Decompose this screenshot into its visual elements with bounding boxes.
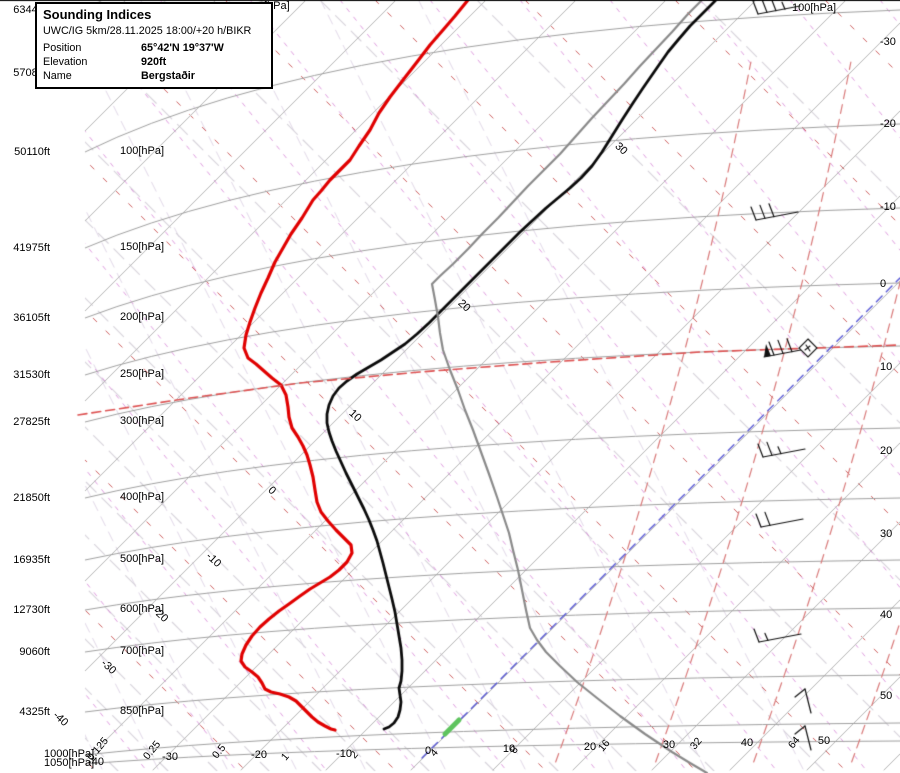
altitude-label: 4325ft — [19, 706, 50, 718]
pressure-label: 700[hPa] — [120, 645, 165, 657]
sounding-indices-box: Sounding Indices UWC/IG 5km/28.11.2025 1… — [35, 2, 273, 89]
pressure-label: 300[hPa] — [120, 415, 165, 427]
pressure-label: 150[hPa] — [120, 241, 165, 253]
right-temp-label: 10 — [880, 361, 893, 373]
right-temp-label: 40 — [880, 609, 893, 621]
pressure-label: 200[hPa] — [120, 311, 165, 323]
pressure-label: 250[hPa] — [120, 368, 165, 380]
info-box-title: Sounding Indices — [43, 7, 152, 22]
pressure-label: 1000[hPa] — [44, 748, 95, 760]
info-row-position: Position 65°42'N 19°37'W — [43, 41, 224, 55]
temp-tick-label: 40 — [740, 737, 754, 749]
altitude-label: 36105ft — [13, 312, 50, 324]
temp-tick-label: -10 — [336, 748, 352, 760]
pressure-label-top-right: 100[hPa] — [792, 2, 837, 14]
temp-tick-label: 30 — [662, 739, 676, 751]
right-temp-label: -30 — [880, 36, 896, 48]
info-label: Position — [43, 42, 82, 54]
temp-tick-label: 20 — [583, 741, 597, 753]
pressure-label: 600[hPa] — [120, 603, 165, 615]
right-temp-label: -20 — [880, 118, 896, 130]
altitude-label: 50110ft — [14, 146, 50, 158]
altitude-label: 41975ft — [13, 242, 50, 254]
info-value: Bergstaðir — [141, 70, 196, 82]
info-row-name: Name Bergstaðir — [43, 69, 224, 83]
temp-tick-label: -20 — [251, 749, 267, 761]
temp-tick-label: 50 — [817, 735, 831, 747]
temp-tick-label: -30 — [162, 751, 178, 763]
right-temp-label: 50 — [880, 690, 893, 702]
altitude-label: 27825ft — [13, 416, 50, 428]
info-value: 920ft — [141, 56, 167, 68]
altitude-label: 12730ft — [13, 604, 50, 616]
pressure-label: 850[hPa] — [120, 705, 165, 717]
altitude-label: 9060ft — [19, 646, 50, 658]
pressure-label: 400[hPa] — [120, 491, 165, 503]
info-box-model-line: UWC/IG 5km/28.11.2025 18:00/+20 h/BIKR — [43, 25, 252, 37]
altitude-label: 16935ft — [13, 554, 50, 566]
right-temp-label: -10 — [880, 201, 896, 213]
altitude-label: 63440ft — [13, 4, 50, 16]
info-row-elevation: Elevation 920ft — [43, 55, 224, 69]
pressure-label: 100[hPa] — [120, 145, 165, 157]
temp-tick-label: -40 — [88, 756, 104, 768]
info-label: Elevation — [43, 56, 88, 68]
altitude-label: 21850ft — [13, 492, 50, 504]
pressure-label: 500[hPa] — [120, 553, 165, 565]
altitude-label: 57080ft — [13, 67, 50, 79]
pressure-label: 1050[hPa] — [44, 757, 95, 769]
temp-tick-label: 0 — [424, 745, 432, 757]
info-label: Name — [43, 70, 72, 82]
temp-tick-label: 10 — [502, 743, 516, 755]
altitude-label: 31530ft — [13, 369, 50, 381]
right-temp-label: 0 — [880, 278, 887, 290]
right-temp-label: 30 — [880, 528, 893, 540]
info-value: 65°42'N 19°37'W — [141, 42, 224, 54]
right-temp-label: 20 — [880, 445, 893, 457]
info-box-table: Position 65°42'N 19°37'W Elevation 920ft Nam… — [43, 41, 224, 83]
pressure-label-top: [hPa] — [264, 0, 290, 12]
